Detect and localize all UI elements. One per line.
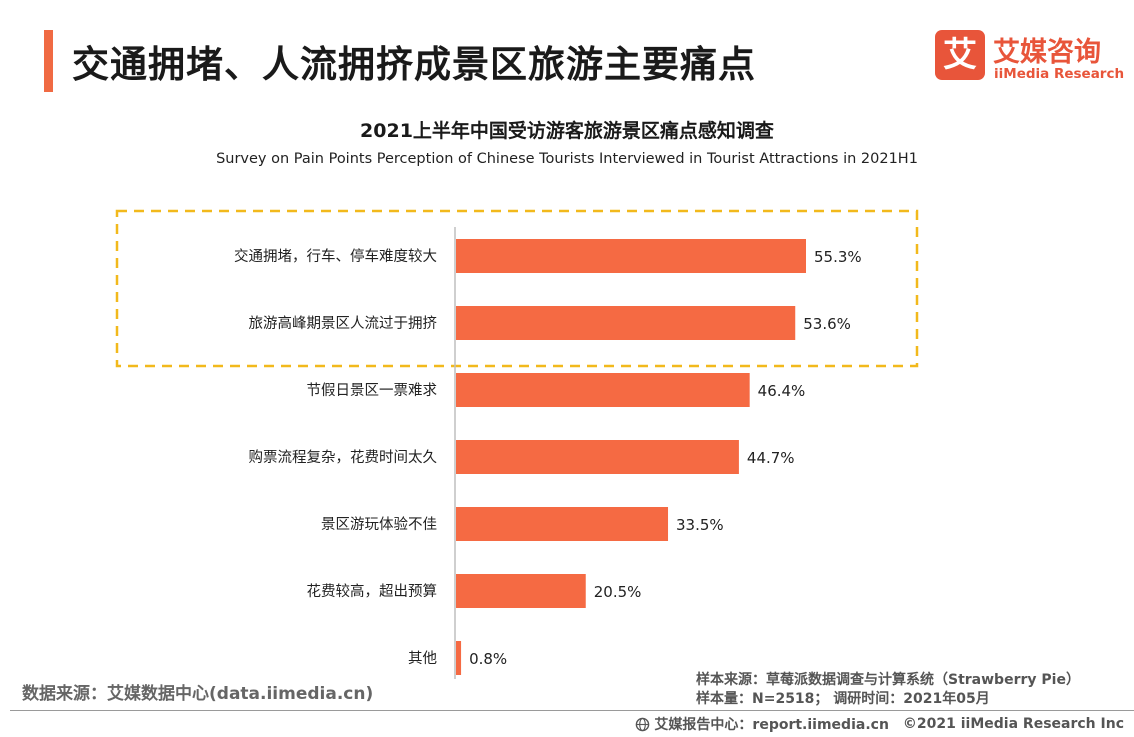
data-label: 53.6%	[803, 315, 851, 333]
copyright-text: ©2021 iiMedia Research Inc	[902, 716, 1124, 732]
logo-name-cn: 艾媒咨询	[993, 37, 1101, 68]
logo-name-en: iiMedia Research	[994, 66, 1125, 82]
data-label: 46.4%	[758, 382, 806, 400]
sample-size: 样本量：N=2518； 调研时间：2021年05月	[696, 691, 990, 707]
data-label: 20.5%	[594, 583, 642, 601]
footer-bar: 艾媒报告中心：report.iimedia.cn ©2021 iiMedia R…	[635, 714, 1124, 734]
globe-icon	[636, 717, 650, 731]
bar	[456, 440, 739, 474]
bar	[456, 641, 462, 675]
data-label: 44.7%	[747, 449, 795, 467]
page-title: 交通拥堵、人流拥挤成景区旅游主要痛点	[72, 43, 756, 86]
chart-subtitle: Survey on Pain Points Perception of Chin…	[216, 151, 918, 167]
bar	[456, 239, 806, 273]
data-label: 0.8%	[469, 650, 507, 668]
brand-logo: 艾 艾媒咨询 iiMedia Research	[935, 30, 1125, 88]
category-label: 花费较高，超出预算	[307, 582, 438, 600]
category-label: 旅游高峰期景区人流过于拥挤	[249, 315, 438, 332]
category-label: 购票流程复杂，花费时间太久	[249, 448, 438, 466]
sample-source: 样本来源：草莓派数据调查与计算系统（Strawberry Pie）	[696, 672, 1080, 688]
highlight-box	[115, 209, 919, 368]
bar	[456, 306, 796, 340]
category-label: 景区游玩体验不佳	[321, 516, 437, 533]
bar	[456, 574, 586, 608]
report-center-link[interactable]: 艾媒报告中心：report.iimedia.cn	[654, 717, 889, 733]
logo-mark-icon: 艾	[935, 30, 985, 80]
bar	[456, 507, 669, 541]
category-label: 交通拥堵，行车、停车难度较大	[234, 247, 437, 265]
title-accent-bar	[44, 30, 53, 92]
chart-title: 2021上半年中国受访游客旅游景区痛点感知调查	[360, 120, 774, 142]
category-label: 其他	[408, 650, 437, 667]
footer-divider	[10, 710, 1134, 711]
category-label: 节假日景区一票难求	[307, 382, 438, 399]
bar	[456, 373, 750, 407]
data-label: 55.3%	[814, 248, 862, 266]
data-label: 33.5%	[676, 516, 724, 534]
data-source: 数据来源：艾媒数据中心(data.iimedia.cn)	[22, 684, 374, 704]
